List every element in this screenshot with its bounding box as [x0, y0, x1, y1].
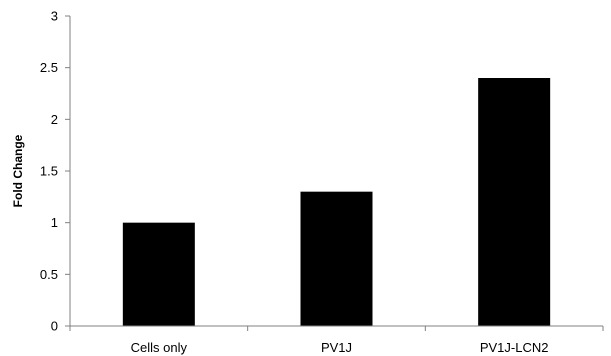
x-axis-ticks: Cells only PV1J PV1J-LCN2	[69, 326, 604, 355]
y-tick-label: 1	[51, 215, 58, 230]
y-tick-label: 1.5	[40, 164, 58, 179]
y-tick-label: 2.5	[40, 60, 58, 75]
y-tick-label: 0	[51, 319, 58, 334]
y-tick-label: 0.5	[40, 267, 58, 282]
bar	[478, 78, 551, 326]
x-tick-label: PV1J	[321, 340, 352, 355]
y-axis-ticks: 0 0.5 1 1.5 2 2.5 3	[40, 9, 70, 334]
y-tick-label: 2	[51, 112, 58, 127]
y-axis-title: Fold Change	[11, 134, 25, 207]
bars	[122, 78, 551, 326]
bar	[122, 222, 195, 326]
x-tick-label: Cells only	[131, 340, 188, 355]
y-tick-label: 3	[51, 9, 58, 24]
bar	[300, 191, 373, 326]
x-tick-label: PV1J-LCN2	[480, 340, 549, 355]
